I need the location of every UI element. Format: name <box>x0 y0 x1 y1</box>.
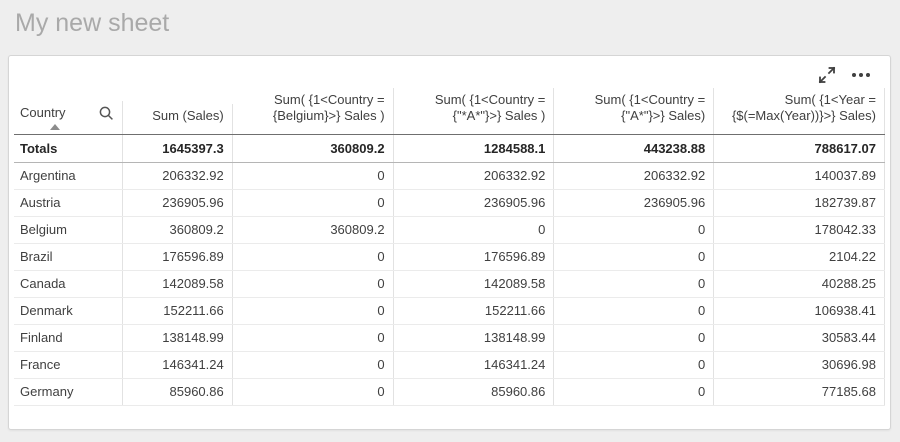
table-row: Argentina 206332.92 0 206332.92 206332.92 140… <box>14 163 885 190</box>
measure-cell: 360809.2 <box>233 135 394 162</box>
column-header[interactable]: Sum( {1<Country = {Belgium}>} Sales ) <box>233 88 394 134</box>
column-header[interactable]: Sum( {1<Country = {"*A*"}>} Sales ) <box>394 88 555 134</box>
table-row: Brazil 176596.89 0 176596.89 0 2104.22 <box>14 244 885 271</box>
measure-cell: 206332.92 <box>554 163 715 189</box>
dimension-cell-country[interactable]: Argentina <box>14 163 123 189</box>
object-toolbar <box>9 56 890 88</box>
sort-ascending-icon <box>50 124 60 130</box>
measure-cell: 77185.68 <box>714 379 885 405</box>
measure-cell: 360809.2 <box>123 217 233 243</box>
table-row: Germany 85960.86 0 85960.86 0 77185.68 <box>14 379 885 406</box>
dimension-cell-country[interactable]: Brazil <box>14 244 123 270</box>
table-row: Denmark 152211.66 0 152211.66 0 106938.41 <box>14 298 885 325</box>
column-header[interactable]: Sum( {1<Country = {"A*"}>} Sales) <box>554 88 715 134</box>
measure-cell: 0 <box>233 325 394 351</box>
measure-cell: 85960.86 <box>394 379 555 405</box>
measure-cell: 138148.99 <box>123 325 233 351</box>
measure-cell: 0 <box>554 325 715 351</box>
dimension-cell-country[interactable]: Finland <box>14 325 123 351</box>
measure-cell: 176596.89 <box>394 244 555 270</box>
totals-label: Totals <box>14 135 123 162</box>
dimension-cell-country[interactable]: Austria <box>14 190 123 216</box>
measure-cell: 236905.96 <box>123 190 233 216</box>
measure-cell: 30583.44 <box>714 325 885 351</box>
measure-cell: 0 <box>554 217 715 243</box>
measure-cell: 0 <box>233 298 394 324</box>
measure-cell: 360809.2 <box>233 217 394 243</box>
table-row: France 146341.24 0 146341.24 0 30696.98 <box>14 352 885 379</box>
measure-cell: 0 <box>233 271 394 297</box>
measure-cell: 443238.88 <box>554 135 715 162</box>
measure-cell: 0 <box>233 352 394 378</box>
measure-cell: 106938.41 <box>714 298 885 324</box>
measure-cell: 206332.92 <box>394 163 555 189</box>
dimension-cell-country[interactable]: France <box>14 352 123 378</box>
measure-cell: 1645397.3 <box>123 135 233 162</box>
measure-cell: 178042.33 <box>714 217 885 243</box>
measure-cell: 1284588.1 <box>394 135 555 162</box>
column-header[interactable]: Country <box>14 101 123 134</box>
column-header-label: Country <box>20 105 66 120</box>
measure-cell: 0 <box>233 163 394 189</box>
measure-cell: 138148.99 <box>394 325 555 351</box>
table-row: Belgium 360809.2 360809.2 0 0 178042.33 <box>14 217 885 244</box>
measure-cell: 152211.66 <box>123 298 233 324</box>
table-body: Totals 1645397.3 360809.2 1284588.1 443238.8… <box>14 135 885 406</box>
dimension-cell-country[interactable]: Denmark <box>14 298 123 324</box>
measure-cell: 142089.58 <box>394 271 555 297</box>
measure-cell: 40288.25 <box>714 271 885 297</box>
table-row: Canada 142089.58 0 142089.58 0 40288.25 <box>14 271 885 298</box>
sheet-title: My new sheet <box>15 9 170 37</box>
table-header-row: Country Sum (Sales) Sum( {1<Country = {Bel… <box>14 88 885 135</box>
table-row: Finland 138148.99 0 138148.99 0 30583.44 <box>14 325 885 352</box>
measure-cell: 0 <box>554 352 715 378</box>
measure-cell: 0 <box>554 298 715 324</box>
totals-row: Totals 1645397.3 360809.2 1284588.1 443238.8… <box>14 135 885 163</box>
dimension-cell-country[interactable]: Canada <box>14 271 123 297</box>
measure-cell: 206332.92 <box>123 163 233 189</box>
measure-cell: 2104.22 <box>714 244 885 270</box>
measure-cell: 140037.89 <box>714 163 885 189</box>
straight-table: Country Sum (Sales) Sum( {1<Country = {Bel… <box>14 88 885 406</box>
measure-cell: 152211.66 <box>394 298 555 324</box>
dimension-cell-country[interactable]: Germany <box>14 379 123 405</box>
search-icon[interactable] <box>98 105 114 121</box>
measure-cell: 176596.89 <box>123 244 233 270</box>
measure-cell: 0 <box>554 271 715 297</box>
measure-cell: 85960.86 <box>123 379 233 405</box>
measure-cell: 0 <box>554 244 715 270</box>
column-header[interactable]: Sum( {1<Year = {$(=Max(Year))}>} Sales) <box>714 88 885 134</box>
measure-cell: 146341.24 <box>394 352 555 378</box>
more-options-icon[interactable] <box>852 73 870 77</box>
table-row: Austria 236905.96 0 236905.96 236905.96 18273… <box>14 190 885 217</box>
measure-cell: 236905.96 <box>554 190 715 216</box>
measure-cell: 0 <box>233 244 394 270</box>
dimension-cell-country[interactable]: Belgium <box>14 217 123 243</box>
measure-cell: 142089.58 <box>123 271 233 297</box>
measure-cell: 236905.96 <box>394 190 555 216</box>
fullscreen-icon[interactable] <box>818 66 836 84</box>
measure-cell: 0 <box>233 190 394 216</box>
measure-cell: 0 <box>233 379 394 405</box>
measure-cell: 182739.87 <box>714 190 885 216</box>
measure-cell: 30696.98 <box>714 352 885 378</box>
measure-cell: 146341.24 <box>123 352 233 378</box>
measure-cell: 0 <box>394 217 555 243</box>
column-header[interactable]: Sum (Sales) <box>123 104 233 134</box>
table-object-card: Country Sum (Sales) Sum( {1<Country = {Bel… <box>8 55 891 430</box>
measure-cell: 0 <box>554 379 715 405</box>
measure-cell: 788617.07 <box>714 135 885 162</box>
